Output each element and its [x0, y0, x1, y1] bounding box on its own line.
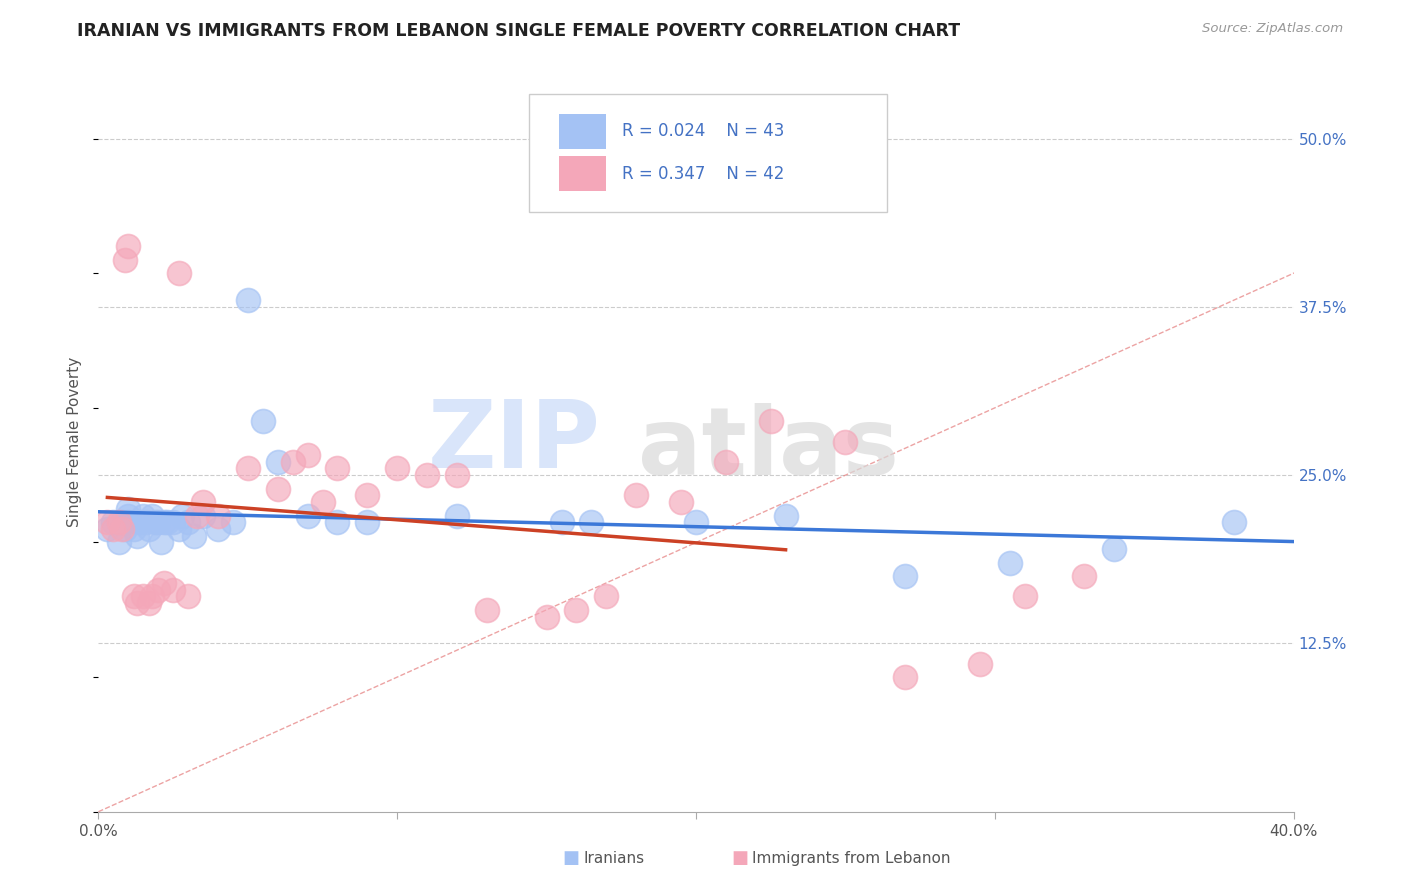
Text: ZIP: ZIP: [427, 395, 600, 488]
Point: [326, 461, 349, 475]
Point: [236, 293, 259, 308]
Point: [1014, 590, 1036, 604]
Point: [297, 508, 319, 523]
Point: [207, 508, 229, 523]
Point: [446, 508, 468, 523]
Point: [162, 582, 184, 597]
Point: [153, 516, 176, 530]
Point: [207, 522, 229, 536]
Point: [669, 495, 692, 509]
Point: [150, 535, 173, 549]
Point: [550, 516, 572, 530]
Point: [117, 508, 139, 523]
Point: [129, 516, 152, 530]
Point: [475, 603, 498, 617]
Point: [267, 455, 290, 469]
Point: [117, 239, 139, 253]
Point: [96, 516, 118, 530]
Point: [117, 501, 139, 516]
Point: [446, 468, 468, 483]
Point: [138, 596, 160, 610]
Point: [1073, 569, 1095, 583]
Point: [141, 508, 163, 523]
Point: [117, 516, 139, 530]
Point: [186, 508, 208, 523]
Point: [685, 516, 707, 530]
Text: Immigrants from Lebanon: Immigrants from Lebanon: [752, 851, 950, 865]
Point: [252, 414, 274, 428]
Text: ■: ■: [731, 849, 748, 867]
Point: [153, 575, 176, 590]
Point: [177, 590, 200, 604]
Point: [183, 529, 205, 543]
Y-axis label: Single Female Poverty: Single Female Poverty: [67, 357, 83, 526]
Point: [111, 516, 134, 530]
Point: [356, 488, 378, 502]
Point: [894, 569, 917, 583]
Point: [177, 516, 200, 530]
Point: [267, 482, 290, 496]
Point: [595, 590, 617, 604]
Point: [143, 516, 166, 530]
Point: [191, 495, 214, 509]
Point: [356, 516, 378, 530]
Point: [103, 522, 125, 536]
Point: [162, 516, 184, 530]
Point: [222, 516, 245, 530]
Point: [311, 495, 333, 509]
Text: ■: ■: [562, 849, 579, 867]
Point: [191, 508, 214, 523]
Point: [894, 670, 917, 684]
Point: [385, 461, 409, 475]
Point: [998, 556, 1021, 570]
Point: [108, 516, 131, 530]
Point: [167, 266, 190, 280]
Point: [1104, 542, 1126, 557]
Point: [138, 522, 160, 536]
Point: [124, 590, 146, 604]
Text: IRANIAN VS IMMIGRANTS FROM LEBANON SINGLE FEMALE POVERTY CORRELATION CHART: IRANIAN VS IMMIGRANTS FROM LEBANON SINGL…: [77, 22, 960, 40]
Bar: [558, 156, 606, 191]
Point: [156, 516, 179, 530]
FancyBboxPatch shape: [529, 94, 887, 212]
Bar: [558, 113, 606, 149]
Point: [969, 657, 991, 671]
Point: [132, 508, 155, 523]
Point: [148, 582, 170, 597]
Point: [326, 516, 349, 530]
Point: [714, 455, 737, 469]
Point: [1223, 516, 1246, 530]
Point: [834, 434, 856, 449]
Point: [775, 508, 797, 523]
Point: [108, 535, 131, 549]
Text: Source: ZipAtlas.com: Source: ZipAtlas.com: [1202, 22, 1343, 36]
Point: [141, 590, 163, 604]
Text: atlas: atlas: [638, 403, 900, 495]
Point: [103, 516, 125, 530]
Point: [114, 522, 136, 536]
Point: [96, 522, 118, 536]
Point: [281, 455, 304, 469]
Point: [236, 461, 259, 475]
Point: [536, 609, 558, 624]
Point: [127, 596, 149, 610]
Point: [416, 468, 439, 483]
Point: [581, 516, 603, 530]
Point: [626, 488, 648, 502]
Point: [124, 522, 146, 536]
Point: [132, 590, 155, 604]
Point: [111, 522, 134, 536]
Point: [127, 529, 149, 543]
Text: R = 0.347    N = 42: R = 0.347 N = 42: [621, 164, 785, 183]
Point: [135, 516, 157, 530]
Point: [759, 414, 782, 428]
Point: [114, 252, 136, 267]
Point: [167, 522, 190, 536]
Point: [172, 508, 194, 523]
Text: Iranians: Iranians: [583, 851, 644, 865]
Text: R = 0.024    N = 43: R = 0.024 N = 43: [621, 122, 785, 140]
Point: [297, 448, 319, 462]
Point: [148, 516, 170, 530]
Point: [565, 603, 588, 617]
